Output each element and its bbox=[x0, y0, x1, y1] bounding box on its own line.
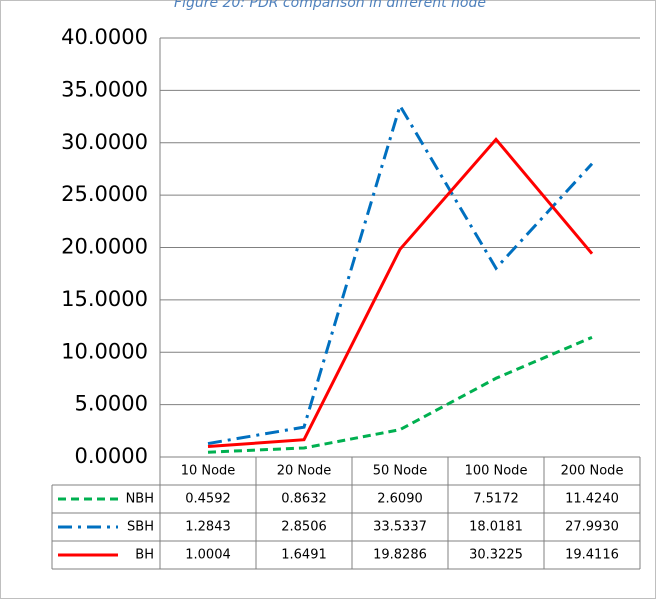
y-tick-label: 30.0000 bbox=[61, 130, 148, 154]
table-value: 33.5337 bbox=[373, 520, 427, 535]
table-value: 11.4240 bbox=[565, 492, 619, 507]
table-value: 18.0181 bbox=[469, 520, 523, 535]
x-tick-label: 50 Node bbox=[373, 464, 428, 479]
table-value: 19.4116 bbox=[565, 548, 619, 563]
x-tick-label: 100 Node bbox=[465, 464, 528, 479]
table-value: 0.8632 bbox=[281, 492, 327, 507]
y-tick-label: 25.0000 bbox=[61, 182, 148, 206]
table-value: 2.8506 bbox=[281, 520, 327, 535]
table-value: 1.2843 bbox=[185, 520, 231, 535]
table-value: 27.9930 bbox=[565, 520, 619, 535]
table-value: 30.3225 bbox=[469, 548, 523, 563]
table-value: 19.8286 bbox=[373, 548, 427, 563]
y-tick-label: 5.0000 bbox=[75, 392, 148, 416]
series-line bbox=[207, 102, 594, 446]
x-tick-label: 20 Node bbox=[277, 464, 332, 479]
y-tick-label: 35.0000 bbox=[61, 77, 148, 101]
legend-label: SBH bbox=[127, 520, 154, 535]
table-value: 2.6090 bbox=[377, 492, 423, 507]
y-tick-label: 20.0000 bbox=[61, 235, 148, 259]
x-tick-label: 10 Node bbox=[181, 464, 236, 479]
y-tick-label: 40.0000 bbox=[61, 25, 148, 49]
table-value: 1.6491 bbox=[281, 548, 327, 563]
y-tick-label: 10.0000 bbox=[61, 339, 148, 363]
legend-label: NBH bbox=[126, 492, 154, 507]
chart-title: Figure 20: PDR comparison in different n… bbox=[174, 0, 486, 11]
table-value: 7.5172 bbox=[473, 492, 519, 507]
x-tick-label: 200 Node bbox=[561, 464, 624, 479]
table-value: 0.4592 bbox=[185, 492, 231, 507]
y-tick-label: 15.0000 bbox=[61, 287, 148, 311]
table-value: 1.0004 bbox=[185, 548, 231, 563]
legend-label: BH bbox=[135, 548, 154, 563]
series-line bbox=[207, 137, 594, 449]
y-tick-label: 0.0000 bbox=[75, 444, 148, 468]
